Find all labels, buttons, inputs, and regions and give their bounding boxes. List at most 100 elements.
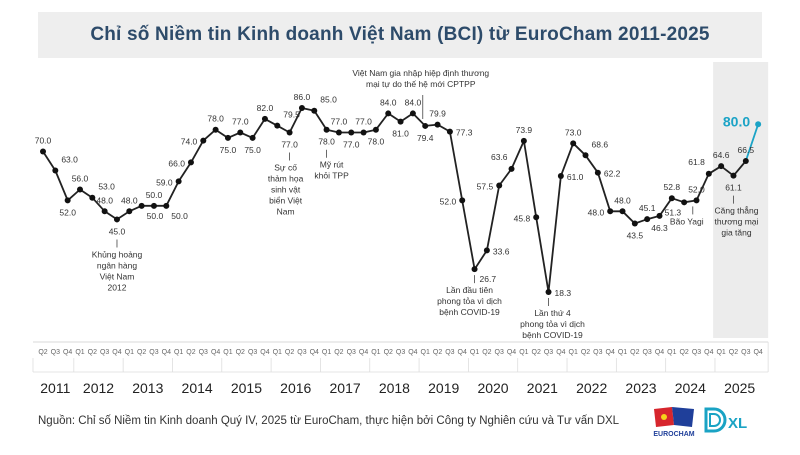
data-label: 45.8	[514, 213, 531, 223]
data-label: 52.0	[440, 196, 457, 206]
quarter-tick-label: Q3	[149, 349, 158, 356]
data-point	[570, 140, 577, 147]
data-point	[175, 178, 182, 185]
data-point	[224, 134, 231, 141]
quarter-tick-label: Q3	[544, 349, 553, 356]
year-label: 2016	[280, 380, 311, 396]
data-point	[742, 158, 749, 165]
annotation-text: 2012	[108, 282, 127, 292]
data-point	[385, 110, 392, 117]
data-label: 50.0	[147, 211, 164, 221]
annotation-text: bệnh COVID-19	[439, 307, 500, 317]
data-label: 77.0	[331, 116, 348, 126]
quarter-tick-label: Q3	[692, 349, 701, 356]
data-label: 26.7	[480, 274, 497, 284]
data-label: 63.0	[61, 155, 78, 165]
data-label: 48.0	[614, 195, 631, 205]
quarter-tick-label: Q2	[38, 349, 47, 356]
data-point	[545, 289, 552, 296]
data-label: 50.0	[171, 211, 188, 221]
quarter-tick-label: Q2	[729, 349, 738, 356]
quarter-tick-label: Q1	[223, 349, 232, 356]
data-label: 61.0	[567, 172, 584, 182]
quarter-tick-label: Q3	[347, 349, 356, 356]
data-point	[360, 129, 367, 136]
data-point	[668, 195, 675, 202]
quarter-tick-label: Q4	[162, 349, 171, 356]
data-label: 61.8	[688, 157, 705, 167]
data-point	[582, 152, 589, 159]
year-label: 2013	[132, 380, 163, 396]
data-point	[237, 129, 244, 136]
year-label: 2014	[182, 380, 213, 396]
quarter-tick-label: Q2	[186, 349, 195, 356]
quarter-tick-label: Q2	[285, 349, 294, 356]
data-label: 73.0	[565, 127, 582, 137]
data-point	[718, 163, 725, 170]
quarter-tick-label: Q1	[421, 349, 430, 356]
quarter-tick-label: Q3	[593, 349, 602, 356]
quarter-tick-label: Q2	[433, 349, 442, 356]
quarter-tick-label: Q4	[507, 349, 516, 356]
annotation-text: Lần đầu tiên	[446, 285, 493, 295]
data-point	[76, 186, 83, 193]
data-point	[335, 129, 342, 136]
quarter-tick-label: Q3	[100, 349, 109, 356]
quarter-tick-label: Q4	[753, 349, 762, 356]
quarter-tick-label: Q4	[556, 349, 565, 356]
quarter-tick-label: Q1	[371, 349, 380, 356]
data-label: 52.8	[664, 182, 681, 192]
data-label: 77.0	[343, 139, 360, 149]
data-label: 43.5	[627, 231, 644, 241]
data-point	[163, 202, 170, 209]
data-point	[150, 202, 157, 209]
data-label: 77.0	[232, 116, 249, 126]
data-point	[656, 212, 663, 219]
quarter-tick-label: Q2	[334, 349, 343, 356]
quarter-tick-label: Q2	[137, 349, 146, 356]
data-point	[483, 247, 490, 254]
data-point	[274, 122, 281, 129]
annotation-text: ngân hàng	[97, 260, 137, 270]
annotation-text: thảm họa	[268, 173, 304, 183]
data-label: 48.0	[121, 195, 138, 205]
data-point	[755, 121, 762, 128]
quarter-tick-label: Q1	[75, 349, 84, 356]
quarter-tick-label: Q3	[248, 349, 257, 356]
data-point	[249, 134, 256, 141]
annotation-text: Mỹ rút	[320, 160, 344, 170]
logos: EUROCHAM XL	[653, 407, 747, 438]
annotation-text: Lần thứ 4	[534, 308, 571, 318]
data-label: 57.5	[477, 181, 494, 191]
data-point	[459, 197, 466, 204]
data-label: 79.5	[283, 110, 300, 120]
year-label: 2024	[675, 380, 706, 396]
highlight-band-2025	[713, 62, 769, 338]
data-label: 81.0	[392, 129, 409, 139]
quarter-tick-label: Q4	[310, 349, 319, 356]
data-point	[496, 182, 503, 189]
year-label: 2012	[83, 380, 114, 396]
chart-title: Chỉ số Niềm tin Kinh doanh Việt Nam (BCI…	[90, 24, 710, 45]
year-label: 2018	[379, 380, 410, 396]
data-point	[409, 110, 416, 117]
quarter-tick-label: Q2	[88, 349, 97, 356]
data-label: 52.0	[688, 184, 705, 194]
data-label: 85.0	[320, 95, 337, 105]
data-label: 45.1	[639, 203, 656, 213]
data-label: 33.6	[493, 246, 510, 256]
year-label: 2025	[724, 380, 755, 396]
eurocham-logo: EUROCHAM	[653, 407, 695, 438]
quarter-tick-label: Q4	[655, 349, 664, 356]
data-point	[138, 202, 145, 209]
annotation-text: Khủng hoảng	[92, 249, 143, 259]
data-label: 77.3	[456, 128, 473, 138]
data-label: 50.0	[146, 190, 163, 200]
data-point	[372, 126, 379, 133]
annotation-text: mại tự do thế hệ mới CPTPP	[366, 79, 476, 89]
quarter-tick-label: Q1	[618, 349, 627, 356]
data-label: 53.0	[98, 182, 115, 192]
data-label: 59.0	[156, 177, 173, 187]
quarter-tick-label: Q2	[630, 349, 639, 356]
